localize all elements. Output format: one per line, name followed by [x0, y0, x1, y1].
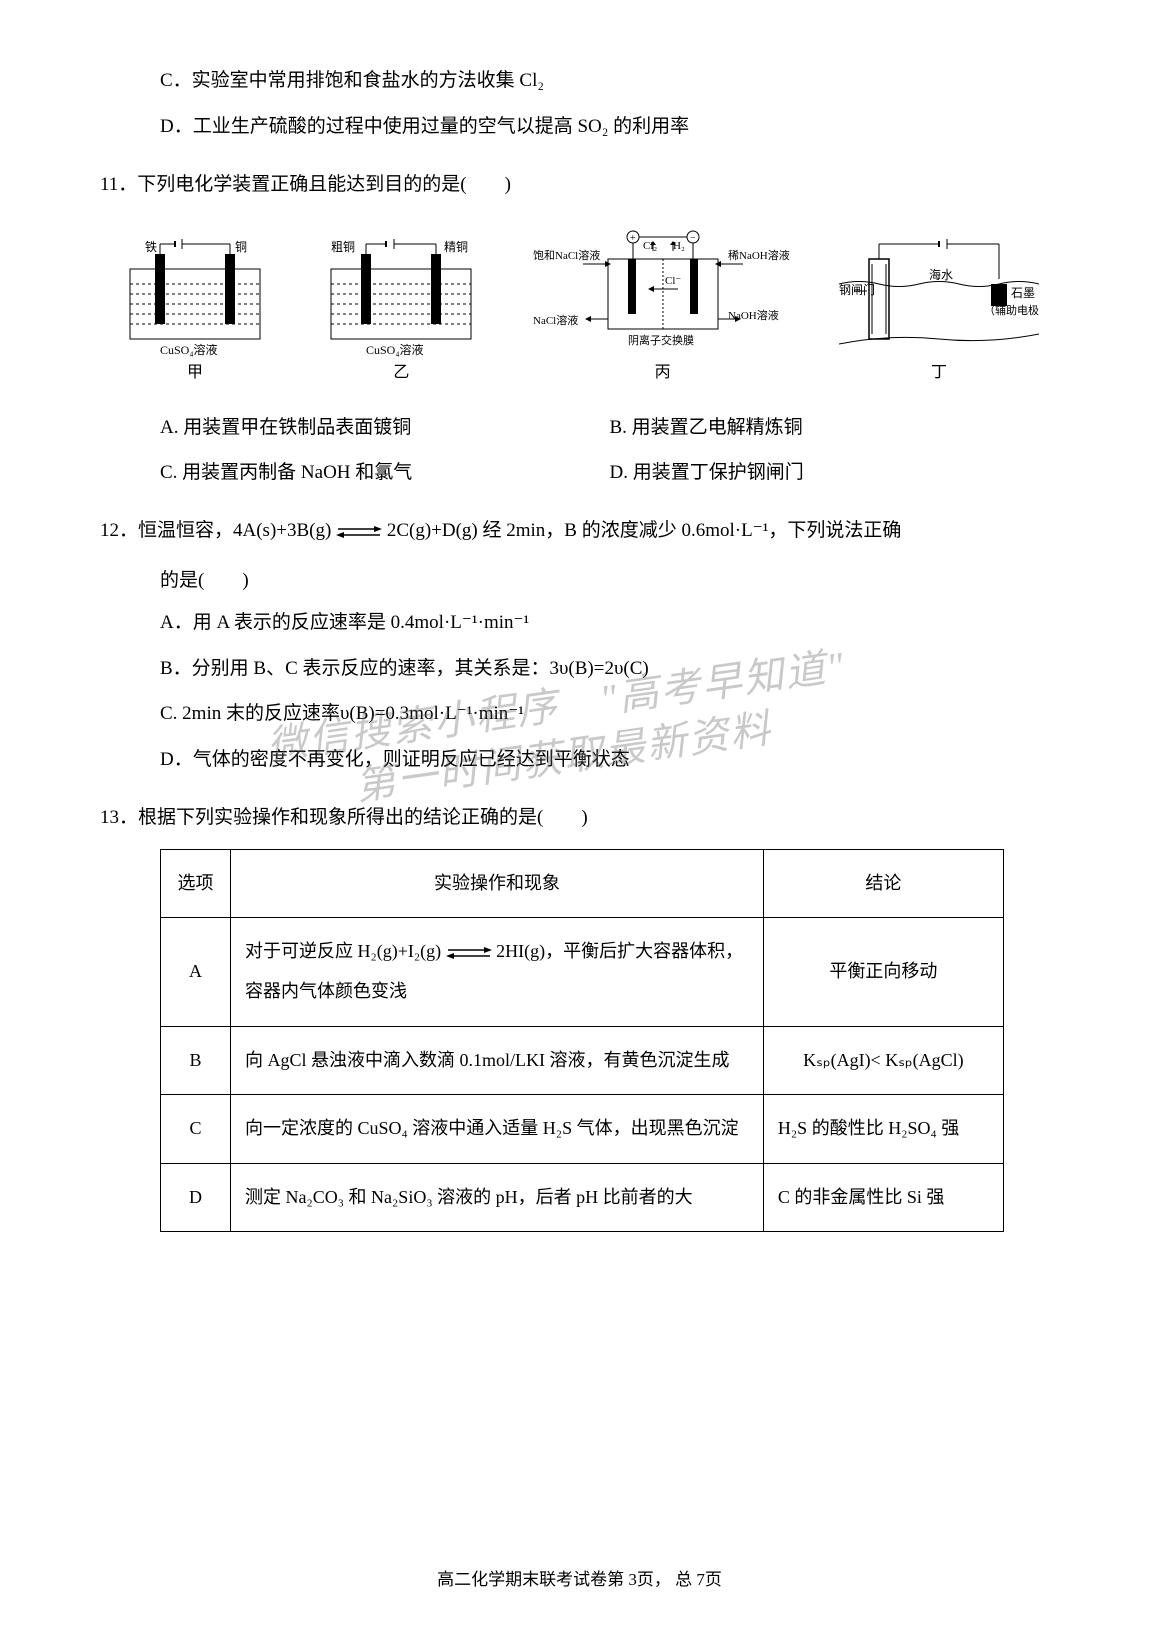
table-row: B 向 AgCl 悬浊液中滴入数滴 0.1mol/LKI 溶液，有黄色沉淀生成 … [161, 1026, 1004, 1095]
cell-exp-prefix: 对于可逆反应 H₂(g)+I₂(g) [245, 941, 446, 961]
diagram-jia-label: 甲 [120, 363, 270, 382]
svg-text:H₂: H₂ [673, 240, 685, 252]
table-row: A 对于可逆反应 H₂(g)+I₂(g) 2HI(g)，平衡后扩大容器体积，容器… [161, 918, 1004, 1026]
svg-text:CuSO₄溶液: CuSO₄溶液 [366, 342, 424, 357]
svg-text:稀NaOH溶液: 稀NaOH溶液 [728, 248, 790, 262]
svg-text:石墨: 石墨 [1011, 286, 1035, 300]
diagram-yi-svg: 粗铜 精铜 CuSO₄溶液 [316, 239, 486, 359]
page-footer: 高二化学期末联考试卷第 3页， 总 7页 [0, 1561, 1159, 1598]
q11-stem: 11．下列电化学装置正确且能达到目的的是( ) [100, 164, 1059, 206]
diagram-ding-svg: 钢闸门 海水 石墨 （辅助电极） [839, 239, 1039, 359]
q10-option-c: C．实验室中常用排饱和食盐水的方法收集 Cl₂ [100, 60, 1059, 102]
svg-text:铜: 铜 [235, 239, 247, 254]
q13-table: 选项 实验操作和现象 结论 A 对于可逆反应 H₂(g)+I₂(g) 2HI(g… [160, 849, 1004, 1233]
svg-text:铁: 铁 [145, 240, 157, 254]
cell-exp: 测定 Na₂CO₃ 和 Na₂SiO₃ 溶液的 pH，后者 pH 比前者的大 [231, 1163, 764, 1232]
cell-conc: Kₛₚ(AgI)< Kₛₚ(AgCl) [763, 1026, 1003, 1095]
diagram-bing-label: 丙 [533, 363, 793, 382]
svg-text:阴离子交换膜: 阴离子交换膜 [628, 333, 694, 347]
q12-stem-prefix: 12．恒温恒容，4A(s)+3B(g) [100, 520, 336, 541]
q12-option-c: C. 2min 末的反应速率υ(B)=0.3mol·L⁻¹·min⁻¹ [100, 693, 1059, 735]
svg-text:钢闸门: 钢闸门 [839, 282, 875, 297]
diagram-jia-svg: 铁 铜 CuSO₄溶液 [120, 239, 270, 359]
diagram-ding: 钢闸门 海水 石墨 （辅助电极） 丁 [839, 239, 1039, 382]
q12-stem: 12．恒温恒容，4A(s)+3B(g) 2C(g)+D(g) 经 2min，B … [100, 510, 1059, 552]
svg-text:精铜: 精铜 [444, 239, 468, 254]
diagram-yi: 粗铜 精铜 CuSO₄溶液 乙 [316, 239, 486, 382]
diagram-ding-label: 丁 [839, 363, 1039, 382]
diagram-jia: 铁 铜 CuSO₄溶液 甲 [120, 239, 270, 382]
header-experiment: 实验操作和现象 [231, 849, 764, 918]
svg-text:饱和NaCl溶液: 饱和NaCl溶液 [533, 248, 600, 262]
cell-conc: 平衡正向移动 [763, 918, 1003, 1026]
svg-text:Cl⁻: Cl⁻ [665, 275, 681, 287]
diagram-bing: + − Cl₂ H₂ 饱和NaCl溶液 稀NaOH溶液 Cl⁻ [533, 229, 793, 382]
equilibrium-arrow-icon [446, 946, 492, 960]
table-row: C 向一定浓度的 CuSO₄ 溶液中通入适量 H₂S 气体，出现黑色沉淀 H₂S… [161, 1095, 1004, 1164]
cell-exp: 向 AgCl 悬浊液中滴入数滴 0.1mol/LKI 溶液，有黄色沉淀生成 [231, 1026, 764, 1095]
q11-option-c: C. 用装置丙制备 NaOH 和氯气 [160, 452, 610, 494]
svg-text:Cl₂: Cl₂ [643, 240, 657, 252]
table-row: D 测定 Na₂CO₃ 和 Na₂SiO₃ 溶液的 pH，后者 pH 比前者的大… [161, 1163, 1004, 1232]
q12-stem-suffix: 2C(g)+D(g) 经 2min，B 的浓度减少 0.6mol·L⁻¹，下列说… [387, 520, 902, 541]
cell-opt: A [161, 918, 231, 1026]
cell-exp: 向一定浓度的 CuSO₄ 溶液中通入适量 H₂S 气体，出现黑色沉淀 [231, 1095, 764, 1164]
diagram-yi-label: 乙 [316, 363, 486, 382]
svg-text:NaCl溶液: NaCl溶液 [533, 313, 578, 327]
q12-option-b: B．分别用 B、C 表示反应的速率，其关系是：3υ(B)=2υ(C) [100, 648, 1059, 690]
header-conclusion: 结论 [763, 849, 1003, 918]
cell-conc: C 的非金属性比 Si 强 [763, 1163, 1003, 1232]
q12-stem-line2: 的是( ) [100, 560, 1059, 602]
svg-text:海水: 海水 [929, 267, 953, 282]
q11-option-d: D. 用装置丁保护钢闸门 [610, 452, 1060, 494]
q12-option-d: D．气体的密度不再变化，则证明反应已经达到平衡状态 [100, 739, 1059, 781]
q11-option-b: B. 用装置乙电解精炼铜 [610, 407, 1060, 449]
svg-text:−: − [690, 233, 696, 244]
q11-diagrams: 铁 铜 CuSO₄溶液 甲 粗铜 [100, 219, 1059, 392]
table-header-row: 选项 实验操作和现象 结论 [161, 849, 1004, 918]
svg-text:（辅助电极）: （辅助电极） [984, 303, 1039, 317]
cell-conc: H₂S 的酸性比 H₂SO₄ 强 [763, 1095, 1003, 1164]
svg-text:粗铜: 粗铜 [331, 239, 355, 254]
cell-opt: C [161, 1095, 231, 1164]
q13-stem: 13．根据下列实验操作和现象所得出的结论正确的是( ) [100, 797, 1059, 839]
header-option: 选项 [161, 849, 231, 918]
cell-opt: B [161, 1026, 231, 1095]
q12-option-a: A．用 A 表示的反应速率是 0.4mol·L⁻¹·min⁻¹ [100, 602, 1059, 644]
q10-option-d: D．工业生产硫酸的过程中使用过量的空气以提高 SO₂ 的利用率 [100, 106, 1059, 148]
q11-option-a: A. 用装置甲在铁制品表面镀铜 [160, 407, 610, 449]
diagram-bing-svg: + − Cl₂ H₂ 饱和NaCl溶液 稀NaOH溶液 Cl⁻ [533, 229, 793, 359]
svg-text:+: + [630, 233, 636, 244]
cell-opt: D [161, 1163, 231, 1232]
equilibrium-arrow-icon [336, 525, 382, 539]
cell-exp: 对于可逆反应 H₂(g)+I₂(g) 2HI(g)，平衡后扩大容器体积，容器内气… [231, 918, 764, 1026]
svg-text:CuSO₄溶液: CuSO₄溶液 [160, 342, 218, 357]
